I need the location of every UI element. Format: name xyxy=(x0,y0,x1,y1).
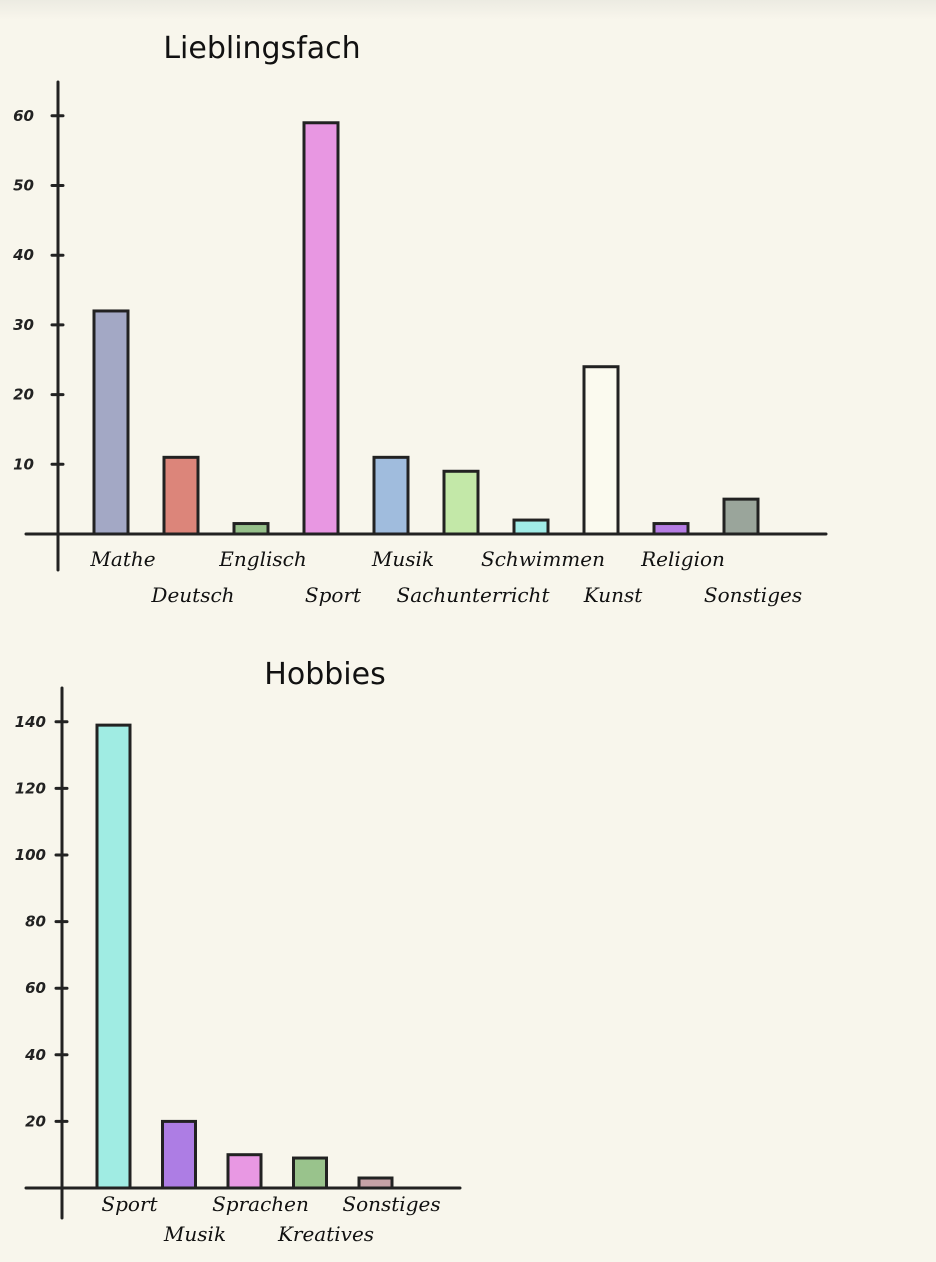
chart-title: Hobbies xyxy=(264,657,385,692)
y-tick-label: 20 xyxy=(25,1112,46,1130)
bar xyxy=(357,1176,394,1190)
x-tick-label: Mathe xyxy=(89,547,155,571)
y-tick-label: 100 xyxy=(15,846,46,864)
top-shadow xyxy=(0,0,936,20)
bar xyxy=(582,365,620,536)
bar xyxy=(292,1156,328,1190)
x-tick-label: Schwimmen xyxy=(481,547,605,571)
y-tick-label: 60 xyxy=(25,979,46,997)
bar xyxy=(442,469,480,536)
chart-lieblingsfach: Lieblingsfach 10 20 30 40 50 60 Mathe Deutsch En… xyxy=(12,31,828,607)
y-tick-label: 20 xyxy=(13,386,34,404)
bar xyxy=(372,455,410,536)
bar xyxy=(161,1119,197,1190)
y-tick-label: 140 xyxy=(15,713,46,731)
x-tick-label: Sachunterricht xyxy=(397,583,551,607)
x-tick-label: Kunst xyxy=(583,583,644,607)
y-tick-label: 40 xyxy=(24,1046,46,1064)
y-tick-label: 40 xyxy=(12,246,34,264)
bar xyxy=(302,121,340,536)
y-tick-label: 10 xyxy=(13,455,34,473)
y-tick-label: 60 xyxy=(13,107,34,125)
bar xyxy=(652,522,690,536)
bar xyxy=(162,455,200,536)
y-tick-label: 30 xyxy=(13,316,34,334)
y-tick-label: 80 xyxy=(25,913,46,931)
y-tick-label: 50 xyxy=(13,177,34,195)
y-tick-label: 120 xyxy=(15,779,46,797)
bar xyxy=(512,518,550,536)
bar xyxy=(92,309,130,536)
x-tick-label: Sonstiges xyxy=(704,583,802,607)
bar xyxy=(226,1153,263,1190)
bar xyxy=(722,497,760,536)
x-tick-label: Englisch xyxy=(218,547,306,571)
x-tick-label: Religion xyxy=(640,547,725,571)
x-tick-label: Sprachen xyxy=(212,1192,309,1216)
x-tick-label: Musik xyxy=(371,547,434,571)
x-tick-label: Musik xyxy=(163,1222,226,1246)
x-tick-label: Sonstiges xyxy=(342,1192,440,1216)
x-tick-label: Deutsch xyxy=(150,583,234,607)
x-tick-label: Sport xyxy=(305,583,362,607)
bar xyxy=(95,723,132,1190)
x-tick-label: Kreatives xyxy=(277,1222,374,1246)
bar xyxy=(232,522,270,536)
chart-title: Lieblingsfach xyxy=(163,31,360,66)
x-tick-label: Sport xyxy=(101,1192,158,1216)
